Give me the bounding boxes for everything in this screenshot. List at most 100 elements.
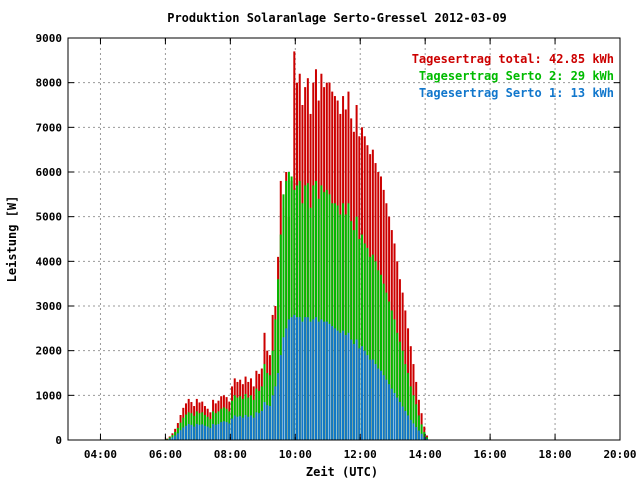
bar-serto-2 xyxy=(363,243,366,440)
bar-serto-2 xyxy=(401,350,404,440)
bar-serto-1 xyxy=(212,423,215,440)
bar-serto-1 xyxy=(323,321,326,440)
bar-serto-1 xyxy=(363,350,366,440)
bar-serto-1 xyxy=(293,314,296,440)
bar-serto-1 xyxy=(417,430,420,440)
bar-serto-1 xyxy=(339,332,342,440)
bar-serto-1 xyxy=(401,406,404,440)
bar-serto-1 xyxy=(184,425,187,440)
bar-serto-1 xyxy=(290,317,293,440)
bar-serto-2 xyxy=(409,386,412,440)
bar-serto-1 xyxy=(374,364,377,440)
bar-serto-2 xyxy=(390,310,393,440)
y-tick-label: 2000 xyxy=(36,345,63,358)
legend-entry-serto-1: Tagesertrag Serto 1: 13 kWh xyxy=(419,86,614,100)
bar-serto-2 xyxy=(404,364,407,440)
bar-serto-1 xyxy=(388,384,391,440)
bar-serto-1 xyxy=(168,438,171,440)
bar-serto-1 xyxy=(423,436,426,440)
bar-serto-1 xyxy=(366,355,369,440)
bar-serto-1 xyxy=(404,410,407,440)
bar-serto-1 xyxy=(379,370,382,440)
bar-serto-2 xyxy=(352,230,355,440)
bar-serto-2 xyxy=(396,332,399,440)
bar-serto-1 xyxy=(182,427,185,440)
bar-serto-2 xyxy=(347,203,350,440)
bar-serto-1 xyxy=(174,435,177,440)
bar-serto-2 xyxy=(323,192,326,440)
bar-serto-2 xyxy=(420,424,423,440)
bar-serto-1 xyxy=(304,317,307,440)
bar-serto-1 xyxy=(333,328,336,440)
bar-serto-1 xyxy=(352,343,355,440)
bar-serto-1 xyxy=(247,416,250,440)
bar-serto-1 xyxy=(209,427,212,440)
bar-serto-1 xyxy=(266,405,269,440)
bar-serto-2 xyxy=(279,234,282,440)
bar-serto-1 xyxy=(260,410,263,440)
bar-serto-1 xyxy=(398,402,401,440)
bar-serto-1 xyxy=(382,375,385,440)
bar-serto-2 xyxy=(385,292,388,440)
bar-serto-2 xyxy=(317,198,320,440)
bar-serto-1 xyxy=(222,421,225,440)
bar-serto-2 xyxy=(417,415,420,440)
bar-serto-2 xyxy=(412,395,415,440)
bar-serto-1 xyxy=(228,423,231,440)
bar-serto-1 xyxy=(198,424,201,440)
bar-serto-1 xyxy=(217,423,220,440)
bar-serto-2 xyxy=(290,176,293,440)
bar-serto-2 xyxy=(393,319,396,440)
legend: Tagesertrag total: 42.85 kWh Tagesertrag … xyxy=(412,52,614,100)
bar-serto-1 xyxy=(371,359,374,440)
bar-serto-1 xyxy=(296,317,299,440)
bar-serto-2 xyxy=(333,203,336,440)
plot-frame xyxy=(67,37,621,441)
bar-serto-2 xyxy=(388,301,391,440)
bar-serto-1 xyxy=(249,415,252,440)
bar-serto-1 xyxy=(225,422,228,440)
bar-serto-2 xyxy=(369,256,372,440)
bar-serto-1 xyxy=(409,419,412,440)
bar-serto-1 xyxy=(171,437,174,440)
bar-serto-1 xyxy=(214,424,217,440)
bar-serto-2 xyxy=(285,180,288,440)
bar-serto-1 xyxy=(314,317,317,440)
bar-serto-1 xyxy=(241,417,244,440)
bar-serto-2 xyxy=(282,194,285,440)
bar-serto-1 xyxy=(244,414,247,440)
bar-serto-1 xyxy=(306,317,309,440)
x-tick-label: 20:00 xyxy=(603,448,636,461)
bar-serto-1 xyxy=(347,332,350,440)
y-tick-label: 3000 xyxy=(36,300,63,313)
bar-serto-2 xyxy=(374,261,377,440)
bar-serto-1 xyxy=(358,348,361,440)
bar-serto-2 xyxy=(366,247,369,440)
bar-serto-1 xyxy=(179,430,182,440)
bar-serto-2 xyxy=(377,270,380,440)
bar-serto-1 xyxy=(258,413,261,440)
x-tick-label: 16:00 xyxy=(474,448,507,461)
bar-serto-1 xyxy=(385,379,388,440)
bar-serto-1 xyxy=(279,355,282,440)
bar-serto-1 xyxy=(193,426,196,440)
bar-serto-1 xyxy=(312,319,315,440)
bar-serto-2 xyxy=(312,185,315,440)
bar-serto-1 xyxy=(271,395,274,440)
bar-serto-2 xyxy=(331,203,334,440)
bar-serto-2 xyxy=(328,194,331,440)
x-tick-label: 04:00 xyxy=(84,448,117,461)
bar-serto-1 xyxy=(350,339,353,440)
bar-serto-2 xyxy=(426,437,429,440)
bar-serto-2 xyxy=(296,185,299,440)
bar-serto-1 xyxy=(328,323,331,440)
bar-serto-2 xyxy=(382,283,385,440)
bar-serto-1 xyxy=(239,415,242,440)
bar-serto-2 xyxy=(287,172,290,440)
bar-serto-1 xyxy=(390,388,393,440)
bar-serto-1 xyxy=(285,328,288,440)
legend-entry-total: Tagesertrag total: 42.85 kWh xyxy=(412,52,614,66)
bar-serto-2 xyxy=(306,183,309,441)
bar-serto-2 xyxy=(304,185,307,440)
bar-serto-2 xyxy=(350,221,353,440)
